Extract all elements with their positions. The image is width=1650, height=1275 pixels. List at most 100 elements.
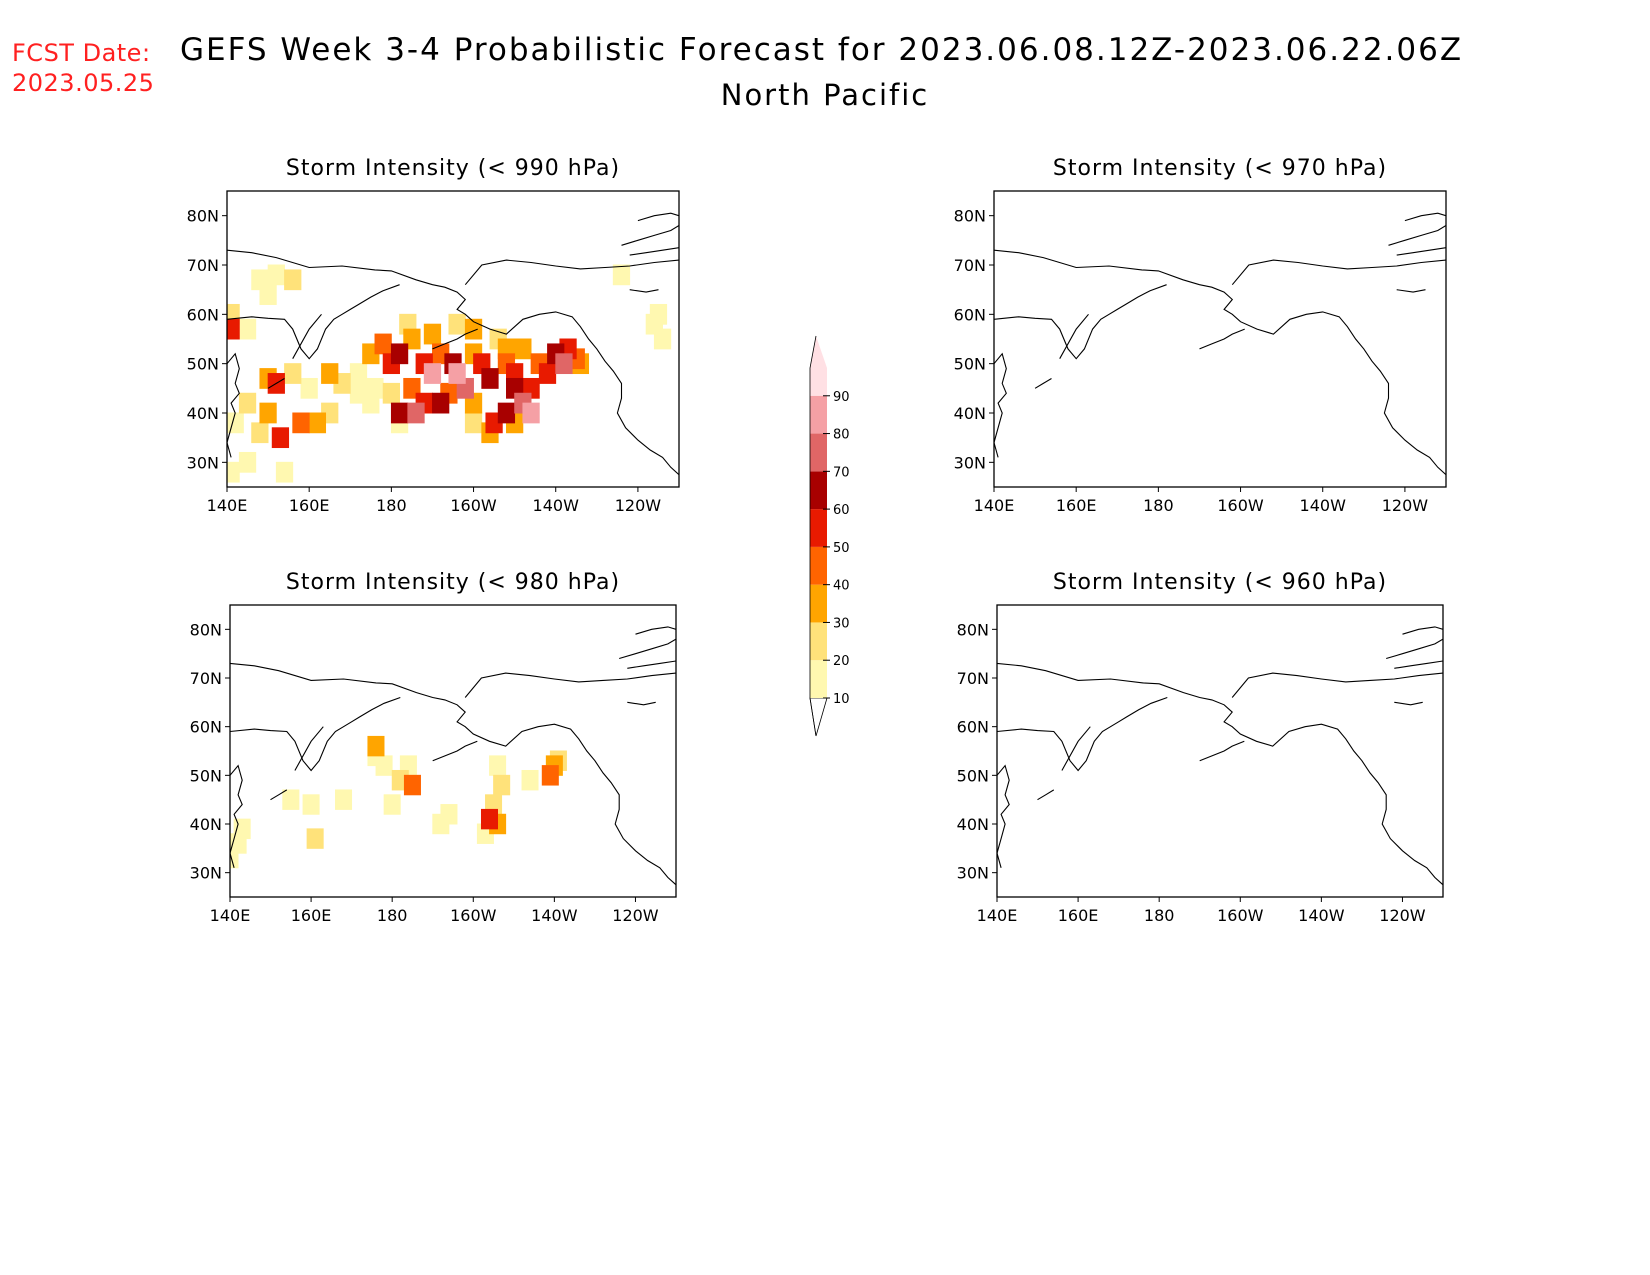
probability-cell bbox=[497, 402, 516, 424]
lon-tick-label: 140W bbox=[1300, 496, 1347, 515]
lat-tick-label: 60N bbox=[954, 305, 986, 324]
probability-cell bbox=[481, 368, 499, 389]
probability-cell bbox=[302, 794, 320, 815]
lat-tick-label: 50N bbox=[190, 766, 222, 785]
lat-tick-label: 40N bbox=[190, 815, 222, 834]
lon-tick-label: 160W bbox=[450, 496, 497, 515]
lon-tick-label: 140E bbox=[207, 496, 248, 515]
lon-tick-label: 120W bbox=[615, 496, 662, 515]
probability-cell bbox=[292, 412, 310, 434]
lat-tick-label: 60N bbox=[187, 305, 219, 324]
probability-cell bbox=[493, 774, 511, 796]
probability-field bbox=[227, 264, 672, 483]
panel-title: Storm Intensity (< 980 hPa) bbox=[286, 570, 620, 595]
coastline-segment bbox=[294, 726, 324, 771]
probability-cell bbox=[521, 769, 539, 791]
colorbar-segment bbox=[810, 546, 827, 585]
coastline-segment bbox=[621, 225, 679, 246]
probability-cell bbox=[227, 318, 240, 340]
probability-cell bbox=[362, 392, 380, 414]
coastline-segment bbox=[1061, 726, 1091, 771]
probability-cell bbox=[374, 333, 392, 355]
main-title: GEFS Week 3-4 Probabilistic Forecast for… bbox=[180, 32, 1464, 68]
probability-cell bbox=[403, 774, 421, 796]
coastline-segment bbox=[1396, 247, 1446, 256]
coastline-segment bbox=[1231, 672, 1443, 698]
lon-tick-label: 140E bbox=[210, 906, 251, 925]
coastline-segment bbox=[464, 259, 679, 286]
coastline-segment bbox=[1231, 259, 1446, 286]
lat-tick-label: 80N bbox=[954, 207, 986, 226]
coastline-segment bbox=[227, 352, 240, 458]
probability-cell bbox=[522, 402, 540, 424]
colorbar-segment bbox=[810, 471, 827, 510]
coastline-segment bbox=[432, 740, 478, 762]
probability-cell bbox=[306, 828, 324, 849]
lat-tick-label: 30N bbox=[190, 864, 222, 883]
lat-tick-label: 50N bbox=[187, 355, 219, 374]
coastline-segment bbox=[1394, 660, 1443, 669]
coastline-segment bbox=[1404, 212, 1446, 222]
lat-tick-label: 30N bbox=[187, 453, 219, 472]
coastline-segment bbox=[1388, 225, 1446, 246]
lon-tick-label: 120W bbox=[1382, 496, 1429, 515]
panel-title: Storm Intensity (< 970 hPa) bbox=[1053, 156, 1387, 181]
probability-cell bbox=[238, 451, 257, 473]
lat-tick-label: 40N bbox=[187, 404, 219, 423]
lat-tick-label: 80N bbox=[187, 207, 219, 226]
colorbar: 10 20 30 40 50 60 70 80 90 bbox=[809, 335, 850, 737]
coastline-segment bbox=[267, 378, 285, 389]
probability-cell bbox=[308, 412, 327, 434]
coastline-segment bbox=[1402, 626, 1443, 635]
lat-tick-label: 80N bbox=[957, 620, 989, 639]
probability-cell bbox=[335, 789, 353, 810]
probability-cell bbox=[390, 402, 409, 424]
coastline-segment bbox=[1037, 789, 1055, 801]
map-frame bbox=[226, 190, 680, 488]
colorbar-label: 70 bbox=[833, 465, 850, 480]
lat-tick-label: 40N bbox=[954, 404, 986, 423]
probability-cell bbox=[423, 323, 442, 345]
coastline-segment bbox=[994, 352, 1007, 458]
colorbar-segment bbox=[810, 622, 827, 661]
map-panel-2: Storm Intensity (< 970 hPa) 80N 70N 60N 50N 4… bbox=[954, 156, 1447, 515]
lon-tick-label: 160W bbox=[450, 906, 497, 925]
coastline-segment bbox=[627, 701, 656, 706]
coastline-segment bbox=[619, 638, 676, 660]
colorbar-outline bbox=[809, 335, 817, 737]
coastline bbox=[997, 626, 1443, 886]
coastline-segment bbox=[292, 313, 322, 359]
colorbar-label: 30 bbox=[833, 616, 850, 631]
colorbar-segment bbox=[810, 584, 827, 623]
probability-cell bbox=[375, 755, 393, 776]
probability-cell bbox=[432, 392, 450, 414]
panel-title: Storm Intensity (< 990 hPa) bbox=[286, 156, 620, 181]
lon-tick-label: 160E bbox=[291, 906, 332, 925]
probability-cell bbox=[383, 794, 401, 815]
probability-cell bbox=[259, 284, 277, 305]
probability-cell bbox=[407, 402, 425, 424]
coastline-segment bbox=[994, 249, 1446, 476]
lon-tick-label: 120W bbox=[612, 906, 659, 925]
probability-cell bbox=[382, 382, 400, 404]
coastline-segment bbox=[997, 696, 1168, 772]
lat-tick-label: 30N bbox=[954, 453, 986, 472]
probability-cell bbox=[238, 392, 257, 414]
probability-cell bbox=[227, 412, 244, 434]
lon-tick-label: 180 bbox=[1143, 496, 1174, 515]
coastline-segment bbox=[230, 662, 676, 886]
probability-cell bbox=[538, 363, 557, 384]
colorbar-label: 40 bbox=[833, 579, 850, 594]
probability-cell bbox=[645, 313, 663, 335]
coastline-segment bbox=[997, 764, 1010, 868]
map-frame bbox=[996, 604, 1444, 898]
colorbar-segment bbox=[810, 336, 827, 396]
colorbar-segment bbox=[810, 395, 827, 434]
lon-tick-label: 140W bbox=[531, 906, 578, 925]
probability-cell bbox=[464, 412, 483, 434]
probability-cell bbox=[541, 765, 559, 786]
map-panel-3: Storm Intensity (< 980 hPa) 80N 70N 60N 50N 4… bbox=[190, 570, 677, 925]
coastline-segment bbox=[1034, 378, 1052, 389]
colorbar-label: 20 bbox=[833, 654, 850, 669]
